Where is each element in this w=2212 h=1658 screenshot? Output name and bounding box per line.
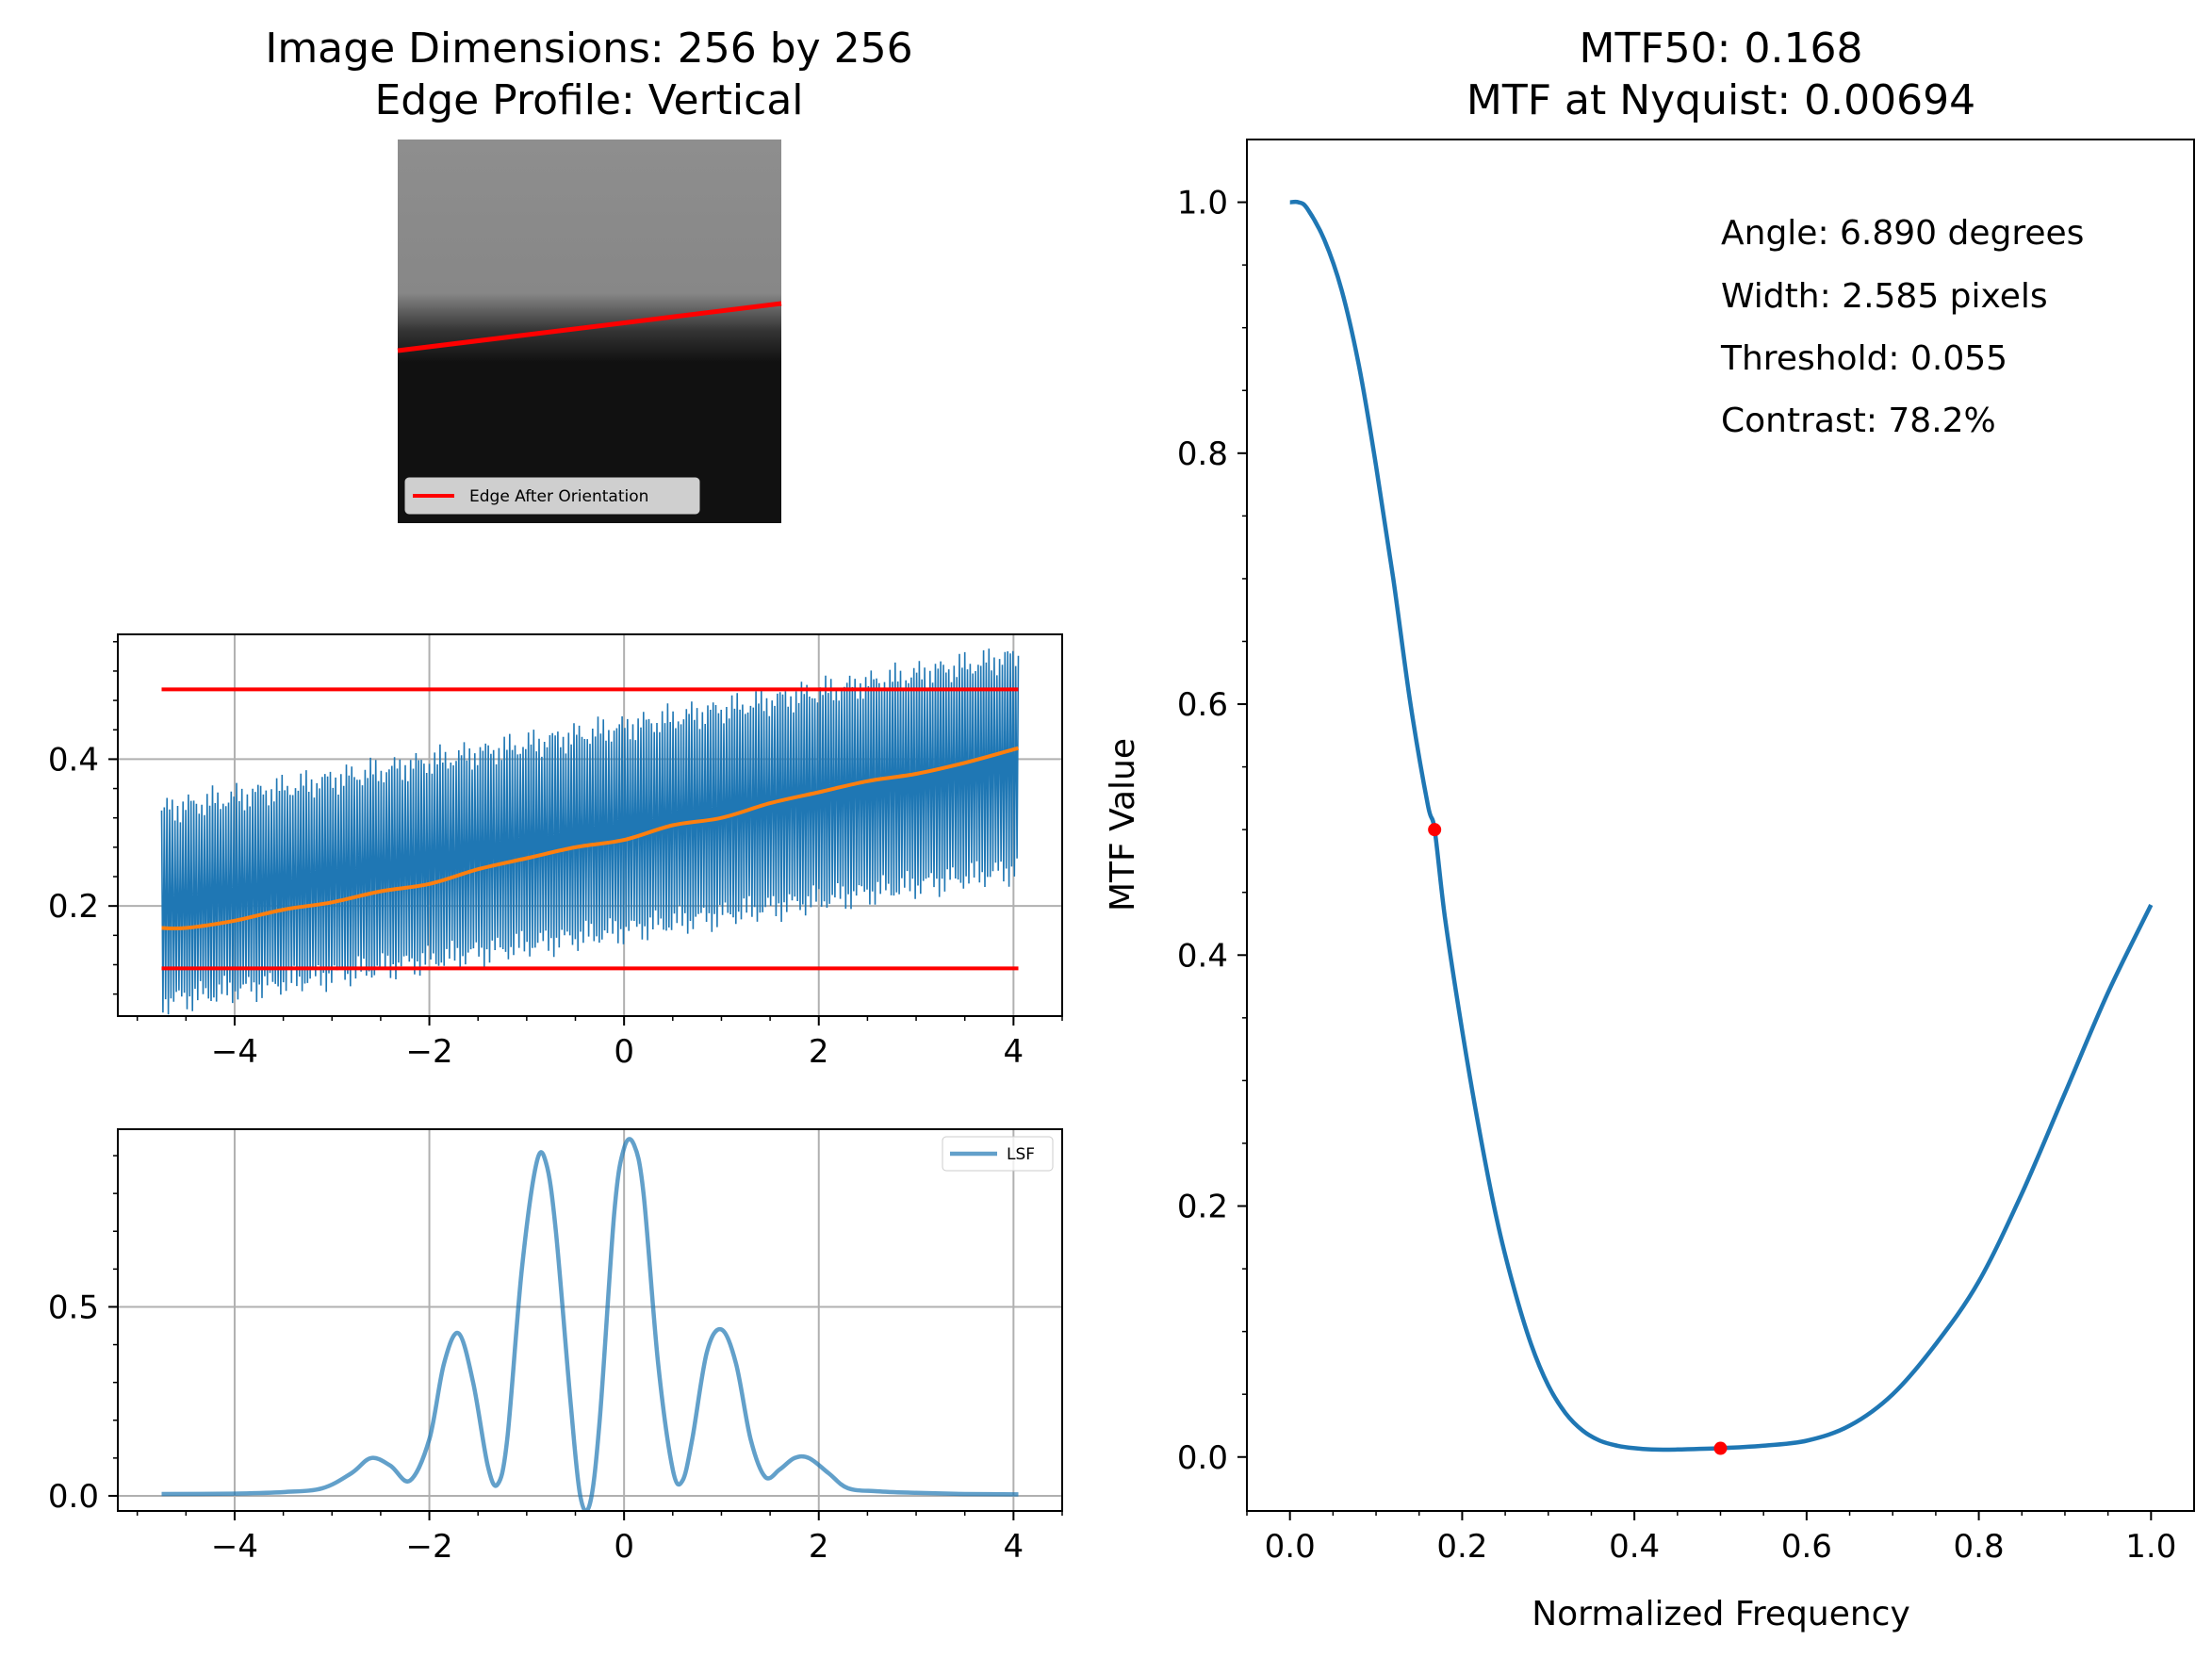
mtf-y-axis-label: MTF Value [1104, 738, 1142, 911]
lsf-xtick-label: 0 [614, 1528, 634, 1566]
mtf-xtick-label: 0.6 [1781, 1528, 1832, 1566]
mtf-annotations: Angle: 6.890 degrees Width: 2.585 pixels… [1720, 214, 2084, 440]
mtf-title-line1: MTF50: 0.168 [1580, 25, 1863, 73]
image-panel: Image Dimensions: 256 by 256 Edge Profil… [265, 25, 913, 523]
mtf-ytick-label: 1.0 [1177, 185, 1228, 222]
esf-ytick-label: 0.4 [48, 741, 99, 779]
esf-raw-series [160, 648, 1020, 1015]
image-legend: Edge After Orientation [404, 477, 700, 515]
mtf-xtick-label: 0.2 [1436, 1528, 1487, 1566]
edge-spread-plot: −4 −2 0 2 4 0.2 0.4 [48, 633, 1063, 1071]
lsf-xtick-label: 2 [809, 1528, 829, 1566]
image-panel-title-line2: Edge Profile: Vertical [374, 76, 803, 124]
esf-axes-frame [117, 633, 1063, 1017]
esf-xtick-label: −2 [405, 1033, 452, 1071]
lsf-legend-box [942, 1136, 1054, 1172]
esf-ticks: −4 −2 0 2 4 0.2 0.4 [48, 641, 1063, 1071]
edge-image [397, 140, 782, 523]
esf-xtick-label: 2 [809, 1033, 829, 1071]
esf-smoothed-series [161, 746, 1020, 931]
mtf-ytick-label: 0.2 [1177, 1189, 1228, 1226]
esf-xtick-label: −4 [211, 1033, 258, 1071]
esf-xtick-label: 0 [614, 1033, 634, 1071]
mtf-xtick-label: 0.8 [1954, 1528, 2005, 1566]
mtf-ytick-label: 0.4 [1177, 937, 1228, 975]
mtf-curve [1289, 199, 2154, 1453]
mtf-marker-point [1713, 1441, 1728, 1455]
mtf-title-line2: MTF at Nyquist: 0.00694 [1466, 76, 1975, 124]
esf-ytick-label: 0.2 [48, 888, 99, 926]
lsf-xtick-label: −4 [211, 1528, 258, 1566]
mtf-annotation-threshold: Threshold: 0.055 [1720, 339, 2007, 378]
mtf-ytick-label: 0.0 [1177, 1439, 1228, 1477]
lsf-xtick-label: −2 [405, 1528, 452, 1566]
mtf-ytick-label: 0.6 [1177, 686, 1228, 724]
image-panel-title-line1: Image Dimensions: 256 by 256 [265, 25, 912, 73]
mtf-ytick-label: 0.8 [1177, 435, 1228, 473]
lsf-xtick-label: 4 [1004, 1528, 1024, 1566]
line-spread-plot: −4 −2 0 2 4 0.0 0.5 LSF [48, 1128, 1063, 1566]
lsf-ytick-label: 0.0 [48, 1478, 99, 1516]
edge-line [397, 301, 782, 353]
mtf-xtick-label: 0.0 [1265, 1528, 1316, 1566]
lsf-grid [118, 1129, 1062, 1511]
mtf-xtick-label: 1.0 [2125, 1528, 2176, 1566]
mtf-plot: MTF50: 0.168 MTF at Nyquist: 0.00694 0.0… [1104, 25, 2195, 1633]
esf-xtick-label: 4 [1004, 1033, 1024, 1071]
lsf-legend-label: LSF [1007, 1145, 1035, 1164]
mtf-marker-point [1428, 823, 1442, 837]
mtf-ticks: 0.0 0.2 0.4 0.6 0.8 1.0 0.0 0.2 0.4 0.6 0.8 1.0 [1177, 185, 2176, 1566]
image-legend-box [404, 477, 700, 515]
lsf-axes-frame [117, 1128, 1063, 1512]
mtf-x-axis-label: Normalized Frequency [1532, 1595, 1910, 1633]
edge-image-pixels [398, 140, 781, 523]
mtf-xtick-label: 0.4 [1609, 1528, 1660, 1566]
lsf-ytick-label: 0.5 [48, 1289, 99, 1326]
image-legend-label: Edge After Orientation [469, 487, 648, 506]
mtf-marked-points [1428, 823, 1728, 1455]
lsf-ticks: −4 −2 0 2 4 0.0 0.5 [48, 1155, 1063, 1566]
mtf-annotation-width: Width: 2.585 pixels [1721, 277, 2048, 316]
lsf-series [161, 1137, 1019, 1511]
mtf-annotation-angle: Angle: 6.890 degrees [1721, 214, 2084, 253]
mtf-annotation-contrast: Contrast: 78.2% [1721, 402, 1996, 440]
lsf-legend: LSF [942, 1136, 1054, 1172]
